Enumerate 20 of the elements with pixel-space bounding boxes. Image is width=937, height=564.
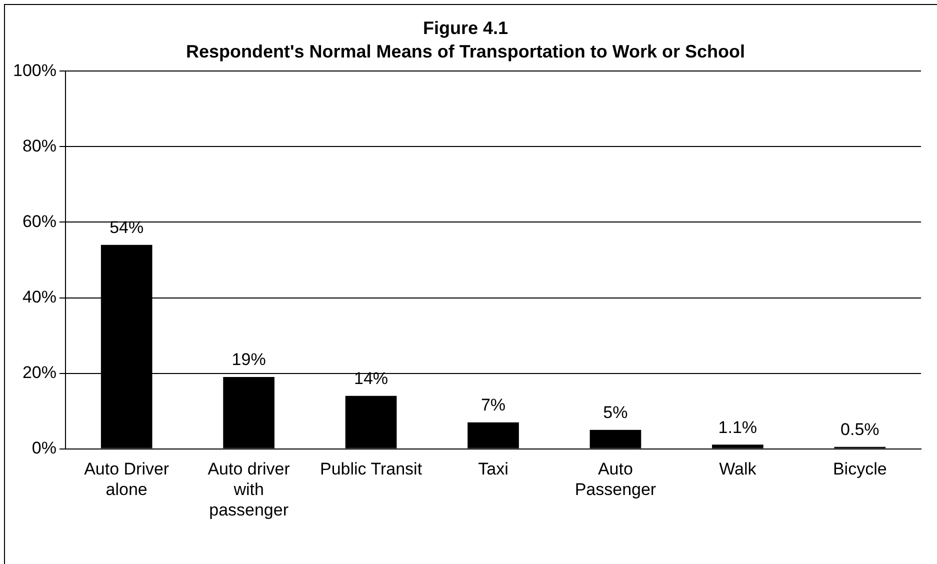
y-tick-label: 80%	[22, 136, 56, 156]
chart-subtitle: Respondent's Normal Means of Transportation to Work or School	[186, 41, 746, 62]
data-label: 7%	[480, 396, 506, 415]
x-tick-label: Auto driver with passenger	[208, 460, 290, 520]
x-tick-label: Auto Passenger	[574, 460, 656, 500]
data-label: 19%	[232, 350, 266, 370]
data-label: 0.5%	[840, 420, 880, 440]
y-tick-label: 40%	[22, 287, 56, 306]
x-tick-label: Taxi	[478, 460, 508, 479]
x-tick-label: Walk	[719, 460, 757, 479]
y-tick-label: 100%	[12, 60, 56, 80]
x-tick-label: Public Transit	[320, 460, 422, 479]
y-tick-label: 0%	[32, 438, 56, 458]
y-tick-label: 20%	[22, 362, 56, 382]
data-label: 5%	[603, 403, 628, 422]
y-tick-label: 60%	[22, 212, 56, 231]
data-label: 1.1%	[718, 418, 758, 437]
x-tick-label: Auto Driver alone	[84, 460, 170, 500]
x-tick-label: Bicycle	[832, 460, 887, 479]
chart-title: Figure 4.1	[422, 18, 508, 38]
